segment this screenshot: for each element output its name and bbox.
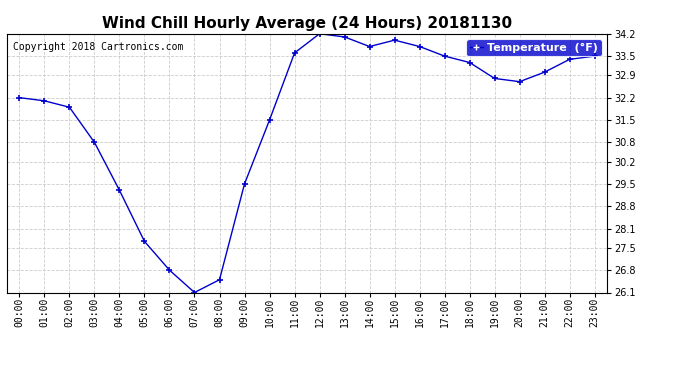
Text: Copyright 2018 Cartronics.com: Copyright 2018 Cartronics.com <box>13 42 184 51</box>
Title: Wind Chill Hourly Average (24 Hours) 20181130: Wind Chill Hourly Average (24 Hours) 201… <box>102 16 512 31</box>
Legend: Temperature  (°F): Temperature (°F) <box>466 39 602 56</box>
